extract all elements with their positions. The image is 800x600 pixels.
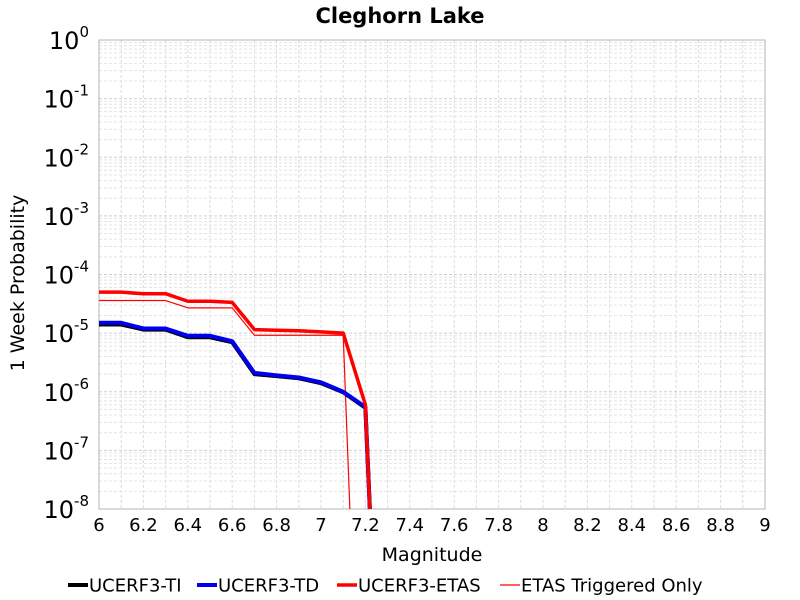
x-tick-label: 8.2 xyxy=(573,515,602,536)
legend-label: UCERF3-TI xyxy=(89,576,182,597)
plot-area xyxy=(98,39,766,510)
svg-text:10-8: 10-8 xyxy=(43,492,89,524)
series-group xyxy=(99,290,372,510)
series-line-3 xyxy=(99,299,351,510)
y-tick-label: 10-4 xyxy=(43,258,89,290)
svg-text:100: 100 xyxy=(49,23,89,55)
legend: UCERF3-TI UCERF3-TD UCERF3-ETAS ETAS Trigge… xyxy=(68,576,703,597)
x-tick-label: 8.8 xyxy=(706,515,735,536)
legend-label: UCERF3-TD xyxy=(218,576,319,597)
svg-text:10-7: 10-7 xyxy=(43,433,89,465)
series-line-1 xyxy=(99,320,372,510)
legend-item: UCERF3-ETAS xyxy=(337,576,481,597)
x-tick-label: 6 xyxy=(93,515,104,536)
grid xyxy=(99,40,765,509)
y-tick-labels: 100 10-1 10-2 10-3 10-4 10-5 10-6 10-7 10-8 xyxy=(43,23,89,524)
x-tick-label: 8.6 xyxy=(662,515,691,536)
legend-label: ETAS Triggered Only xyxy=(521,576,703,597)
x-tick-label: 7.4 xyxy=(395,515,424,536)
x-tick-label: 6.2 xyxy=(129,515,158,536)
x-tick-label: 8 xyxy=(537,515,548,536)
x-tick-label: 7.8 xyxy=(484,515,513,536)
series-line-2 xyxy=(99,290,372,510)
y-axis-label: 1 Week Probability xyxy=(7,195,29,372)
legend-item: UCERF3-TD xyxy=(197,576,319,597)
x-tick-label: 7.6 xyxy=(440,515,469,536)
svg-text:10-5: 10-5 xyxy=(43,316,89,348)
y-tick-label: 10-5 xyxy=(43,316,89,348)
x-tick-label: 8.4 xyxy=(617,515,646,536)
x-axis-label: Magnitude xyxy=(382,544,483,566)
svg-text:10-4: 10-4 xyxy=(43,258,89,290)
x-tick-label: 7 xyxy=(315,515,326,536)
y-tick-label: 10-6 xyxy=(43,375,89,407)
y-tick-label: 10-8 xyxy=(43,492,89,524)
y-tick-label: 10-3 xyxy=(43,199,89,231)
y-tick-label: 10-7 xyxy=(43,433,89,465)
legend-item: UCERF3-TI xyxy=(68,576,182,597)
x-tick-label: 7.2 xyxy=(351,515,380,536)
chart-title: Cleghorn Lake xyxy=(315,4,484,28)
svg-text:10-6: 10-6 xyxy=(43,375,89,407)
x-tick-label: 6.4 xyxy=(173,515,202,536)
svg-text:10-3: 10-3 xyxy=(43,199,89,231)
x-tick-label: 6.8 xyxy=(262,515,291,536)
legend-item: ETAS Triggered Only xyxy=(500,576,703,597)
svg-text:10-1: 10-1 xyxy=(43,82,89,114)
x-tick-labels: 6 6.2 6.4 6.6 6.8 7 7.2 7.4 7.6 7.8 8 8.2 8.4 8.6 8.8 9 xyxy=(93,515,770,536)
x-tick-label: 6.6 xyxy=(218,515,247,536)
svg-text:10-2: 10-2 xyxy=(43,140,89,172)
y-tick-label: 10-2 xyxy=(43,140,89,172)
x-tick-label: 9 xyxy=(759,515,770,536)
legend-label: UCERF3-ETAS xyxy=(358,576,481,597)
y-tick-label: 100 xyxy=(49,23,89,55)
y-tick-label: 10-1 xyxy=(43,82,89,114)
